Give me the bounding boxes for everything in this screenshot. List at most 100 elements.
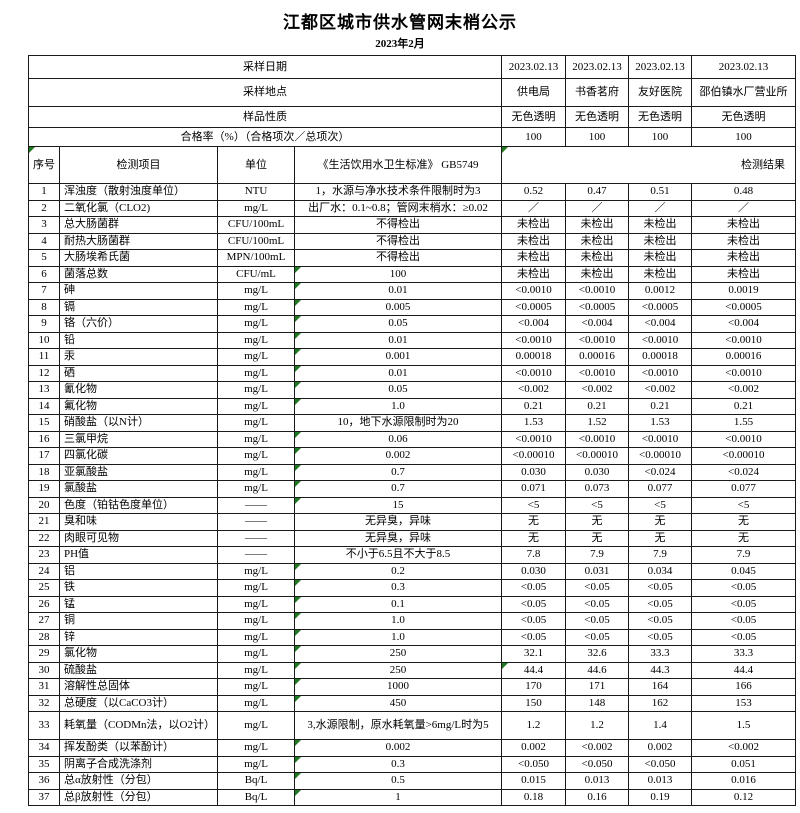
row-index: 33	[28, 711, 60, 740]
result-value: <0.050	[501, 755, 566, 773]
table-row: 10 铅 mg/L 0.01 <0.0010 <0.0010 <0.0010 <0.0010	[28, 331, 796, 349]
unit-value: ——	[217, 496, 295, 514]
table-row: 19 氯酸盐 mg/L 0.7 0.071 0.073 0.077 0.077	[28, 480, 796, 498]
pass-rate-value: 100	[628, 127, 692, 147]
result-value: 0.045	[691, 562, 796, 580]
result-value: 未检出	[565, 265, 629, 283]
green-triangle-icon	[295, 316, 301, 322]
item-name: 亚氯酸盐	[59, 463, 218, 481]
result-value: <0.0005	[565, 298, 629, 316]
result-value: 未检出	[691, 216, 796, 234]
result-value: 未检出	[565, 232, 629, 250]
result-value: 无	[691, 529, 796, 547]
result-value: 33.3	[628, 645, 692, 663]
table-row: 15 硝酸盐（以N计） mg/L 10，地下水源限制时为20 1.53 1.52 1.53 1…	[28, 414, 796, 432]
green-triangle-icon	[295, 613, 301, 619]
sample-nature-row: 样品性质 无色透明 无色透明 无色透明 无色透明	[28, 106, 796, 128]
standard-value: 0.001	[294, 348, 502, 366]
standard-value: 0.01	[294, 282, 502, 300]
unit-value: ——	[217, 513, 295, 531]
unit-value: mg/L	[217, 739, 295, 757]
unit-value: mg/L	[217, 645, 295, 663]
result-value: <0.0010	[565, 331, 629, 349]
item-name: 氰化物	[59, 381, 218, 399]
result-value: <0.024	[691, 463, 796, 481]
standard-value: 1	[294, 788, 502, 806]
row-index: 12	[28, 364, 60, 382]
result-value: ／	[565, 199, 629, 217]
result-value: 0.21	[691, 397, 796, 415]
table-row: 17 四氯化碳 mg/L 0.002 <0.00010 <0.00010 <0.00010 <…	[28, 447, 796, 465]
unit-value: mg/L	[217, 397, 295, 415]
result-value: 0.016	[691, 772, 796, 790]
item-name: 肉眼可见物	[59, 529, 218, 547]
unit-value: mg/L	[217, 364, 295, 382]
result-value: 32.6	[565, 645, 629, 663]
green-triangle-icon	[295, 283, 301, 289]
result-value: <0.050	[565, 755, 629, 773]
table-row: 31 溶解性总固体 mg/L 1000 170 171 164 166	[28, 678, 796, 696]
standard-value: 0.7	[294, 480, 502, 498]
green-triangle-icon	[295, 773, 301, 779]
table-row: 3 总大肠菌群 CFU/100mL 不得检出 未检出 未检出 未检出 未检出	[28, 216, 796, 234]
green-triangle-icon	[295, 789, 301, 796]
sample-date-value: 2023.02.13	[501, 55, 566, 79]
unit-value: mg/L	[217, 678, 295, 696]
sample-nature-value: 无色透明	[565, 106, 629, 128]
item-name: PH值	[59, 546, 218, 564]
pass-rate-row: 合格率（%）（合格项次／总项次） 100 100 100 100	[28, 127, 796, 147]
result-value: <0.0005	[691, 298, 796, 316]
sample-nature-label: 样品性质	[28, 106, 502, 128]
row-index: 14	[28, 397, 60, 415]
result-value: <0.050	[628, 755, 692, 773]
row-index: 27	[28, 612, 60, 630]
unit-value: mg/L	[217, 562, 295, 580]
green-triangle-icon	[295, 332, 301, 339]
result-value: 0.19	[628, 788, 692, 806]
item-name: 总β放射性（分包）	[59, 788, 218, 806]
result-value: <0.002	[565, 381, 629, 399]
result-value: <0.05	[691, 628, 796, 646]
table-row: 30 硫酸盐 mg/L 250 44.4 44.6 44.3 44.4	[28, 661, 796, 679]
unit-value: mg/L	[217, 755, 295, 773]
col-header-unit: 单位	[217, 146, 295, 184]
item-name: 氯化物	[59, 645, 218, 663]
result-value: <0.05	[565, 579, 629, 597]
row-index: 34	[28, 739, 60, 757]
result-value: 171	[565, 678, 629, 696]
table-row: 14 氟化物 mg/L 1.0 0.21 0.21 0.21 0.21	[28, 397, 796, 415]
table-row: 24 铝 mg/L 0.2 0.030 0.031 0.034 0.045	[28, 562, 796, 580]
sample-place-label: 采样地点	[28, 78, 502, 107]
table-row: 36 总α放射性（分包） Bq/L 0.5 0.015 0.013 0.013 0.016	[28, 772, 796, 790]
water-quality-notice-page: { "page": { "title": "江都区城市供水管网末梢公示", "s…	[0, 8, 800, 813]
table-row: 5 大肠埃希氏菌 MPN/100mL 不得检出 未检出 未检出 未检出 未检出	[28, 249, 796, 267]
row-index: 19	[28, 480, 60, 498]
standard-value: 0.05	[294, 381, 502, 399]
result-value: <0.0010	[501, 331, 566, 349]
sample-date-value: 2023.02.13	[691, 55, 796, 79]
green-triangle-icon	[295, 580, 301, 586]
result-value: 无	[628, 513, 692, 531]
table-row: 25 铁 mg/L 0.3 <0.05 <0.05 <0.05 <0.05	[28, 579, 796, 597]
green-triangle-icon	[295, 679, 301, 685]
green-triangle-icon	[502, 147, 508, 153]
result-value: 未检出	[565, 249, 629, 267]
result-value: 153	[691, 694, 796, 712]
result-value: 0.030	[501, 463, 566, 481]
row-index: 35	[28, 755, 60, 773]
item-name: 氟化物	[59, 397, 218, 415]
green-triangle-icon	[295, 740, 301, 746]
standard-value: 0.005	[294, 298, 502, 316]
unit-value: mg/L	[217, 579, 295, 597]
sample-place-value: 友好医院	[628, 78, 692, 107]
result-value: <5	[501, 496, 566, 514]
unit-value: mg/L	[217, 315, 295, 333]
result-value: 0.073	[565, 480, 629, 498]
unit-value: mg/L	[217, 298, 295, 316]
result-value: 44.4	[501, 661, 566, 679]
pass-rate-value: 100	[501, 127, 566, 147]
result-value: 1.2	[501, 711, 566, 740]
standard-value: 出厂水：0.1~0.8；管网末梢水：≥0.02	[294, 199, 502, 217]
row-index: 11	[28, 348, 60, 366]
result-value: <0.05	[691, 595, 796, 613]
